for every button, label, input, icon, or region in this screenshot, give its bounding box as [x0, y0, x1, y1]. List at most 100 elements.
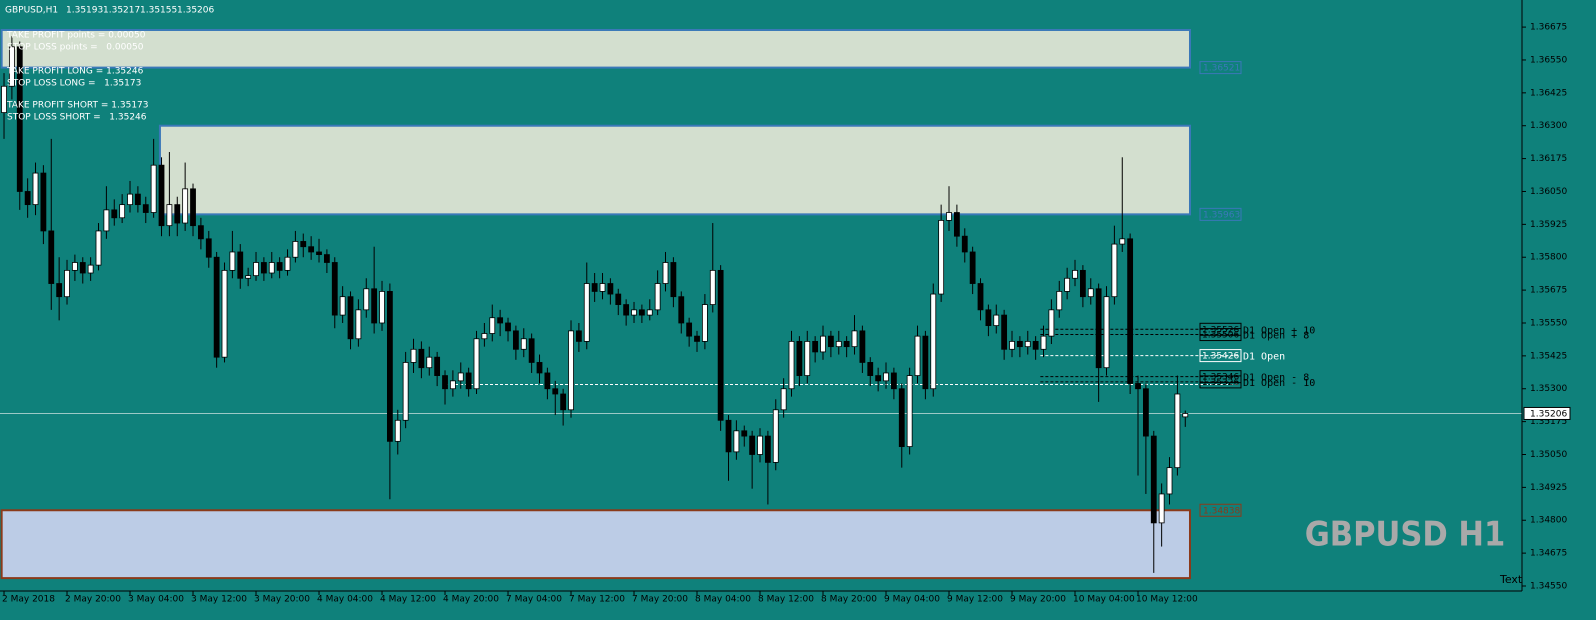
candle-body — [898, 388, 905, 448]
candle-body — [1072, 269, 1078, 279]
level-label-box — [1199, 328, 1242, 342]
candle-body — [654, 283, 661, 311]
candle-body — [670, 262, 677, 298]
candle-body — [796, 340, 803, 376]
x-tick-label: 7 May 12:00 — [569, 595, 625, 605]
x-tick-label: 4 May 12:00 — [380, 595, 436, 605]
candle-body — [363, 288, 370, 311]
level-value: 1.35346 — [1202, 373, 1239, 383]
candle-body — [528, 338, 535, 363]
level-value: 1.35526 — [1202, 325, 1239, 335]
candle-body — [56, 283, 63, 298]
candle-body — [449, 380, 456, 390]
y-tick-label: 1.36050 — [1530, 187, 1567, 197]
x-tick-label: 9 May 20:00 — [1010, 595, 1066, 605]
y-tick-label: 1.35425 — [1530, 351, 1567, 361]
candle-body — [150, 164, 157, 213]
candle-body — [520, 338, 527, 350]
candle-body — [1103, 296, 1110, 369]
y-tick-label: 1.35050 — [1530, 450, 1567, 460]
candle-body — [1048, 309, 1055, 337]
zone — [0, 28, 1191, 69]
x-tick-label: 2 May 20:00 — [65, 595, 121, 605]
candle-body — [961, 235, 968, 253]
candle-body — [79, 262, 86, 274]
x-tick-label: 7 May 04:00 — [506, 595, 562, 605]
candle-body — [134, 193, 141, 206]
candle-body — [1166, 467, 1173, 495]
candle-body — [686, 322, 693, 337]
candle-body — [316, 251, 322, 256]
candle-body — [1174, 393, 1181, 469]
candle-body — [560, 393, 567, 411]
candle-body — [1056, 291, 1063, 311]
candle-body — [1032, 340, 1039, 350]
candle-body — [1150, 435, 1157, 524]
candle-body — [402, 362, 409, 421]
y-tick-label: 1.35925 — [1530, 220, 1567, 230]
candle-body — [253, 262, 259, 277]
candle-body — [379, 291, 385, 324]
y-tick-label: 1.34675 — [1530, 549, 1567, 559]
x-tick-label: 10 May 04:00 — [1073, 595, 1135, 605]
candle-body — [749, 435, 756, 455]
candle-body — [497, 317, 504, 324]
x-tick-label: 3 May 12:00 — [191, 595, 247, 605]
y-tick-label: 1.35800 — [1530, 253, 1567, 263]
candle-body — [24, 191, 31, 206]
candle-body — [119, 204, 126, 219]
candle-body — [631, 309, 637, 316]
x-tick-label: 8 May 20:00 — [821, 595, 877, 605]
current-price-label: 1.35206 — [1530, 409, 1567, 419]
candle-body — [851, 330, 858, 348]
info-line: TAKE PROFIT SHORT = 1.35173 — [6, 101, 149, 111]
candle-body — [394, 419, 401, 442]
candle-body — [1087, 288, 1094, 298]
x-tick-label: 2 May 2018 — [2, 595, 55, 605]
candle-body — [64, 269, 70, 298]
y-tick-label: 1.36675 — [1530, 23, 1567, 33]
level-value: 1.35426 — [1202, 352, 1239, 362]
level-text: D1 Open - 8 — [1243, 373, 1309, 384]
candle-body — [284, 256, 291, 271]
x-tick-label: 9 May 04:00 — [884, 595, 940, 605]
zone-label-box — [1199, 207, 1242, 221]
candle-body — [386, 291, 393, 442]
candle-body — [260, 262, 267, 274]
candle-body — [788, 340, 795, 390]
candle-body — [1182, 413, 1189, 418]
candle-body — [717, 269, 724, 421]
candle-body — [355, 309, 362, 340]
candle-body — [505, 322, 511, 332]
candle-body — [48, 230, 55, 284]
level-label-box — [1199, 375, 1242, 389]
candle-body — [127, 193, 133, 206]
level-value: 1.35326 — [1202, 378, 1239, 388]
candle-body — [111, 209, 118, 219]
candle-body — [1111, 243, 1118, 298]
candle-body — [95, 230, 102, 266]
candle-body — [662, 262, 669, 284]
y-tick-label: 1.35550 — [1530, 318, 1567, 328]
candle-body — [347, 296, 354, 340]
candle-body — [174, 204, 181, 224]
header-open: 1.35193 — [66, 6, 103, 16]
zones — [0, 28, 1191, 580]
candle-body — [268, 262, 275, 274]
candle-body — [1158, 493, 1165, 524]
candle-body — [694, 335, 700, 342]
candle-body — [709, 269, 716, 305]
candles — [1, 36, 1189, 573]
candle-body — [1095, 288, 1102, 369]
candle-body — [977, 283, 984, 311]
candle-body — [426, 356, 433, 369]
candle-body — [1119, 238, 1126, 245]
candle-body — [623, 304, 630, 316]
symbol: GBPUSD,H1 — [5, 6, 58, 16]
x-tick-label: 4 May 04:00 — [317, 595, 373, 605]
candle-body — [331, 262, 338, 316]
zone-label: 1.36521 — [1203, 64, 1240, 74]
candle-body — [308, 246, 315, 253]
